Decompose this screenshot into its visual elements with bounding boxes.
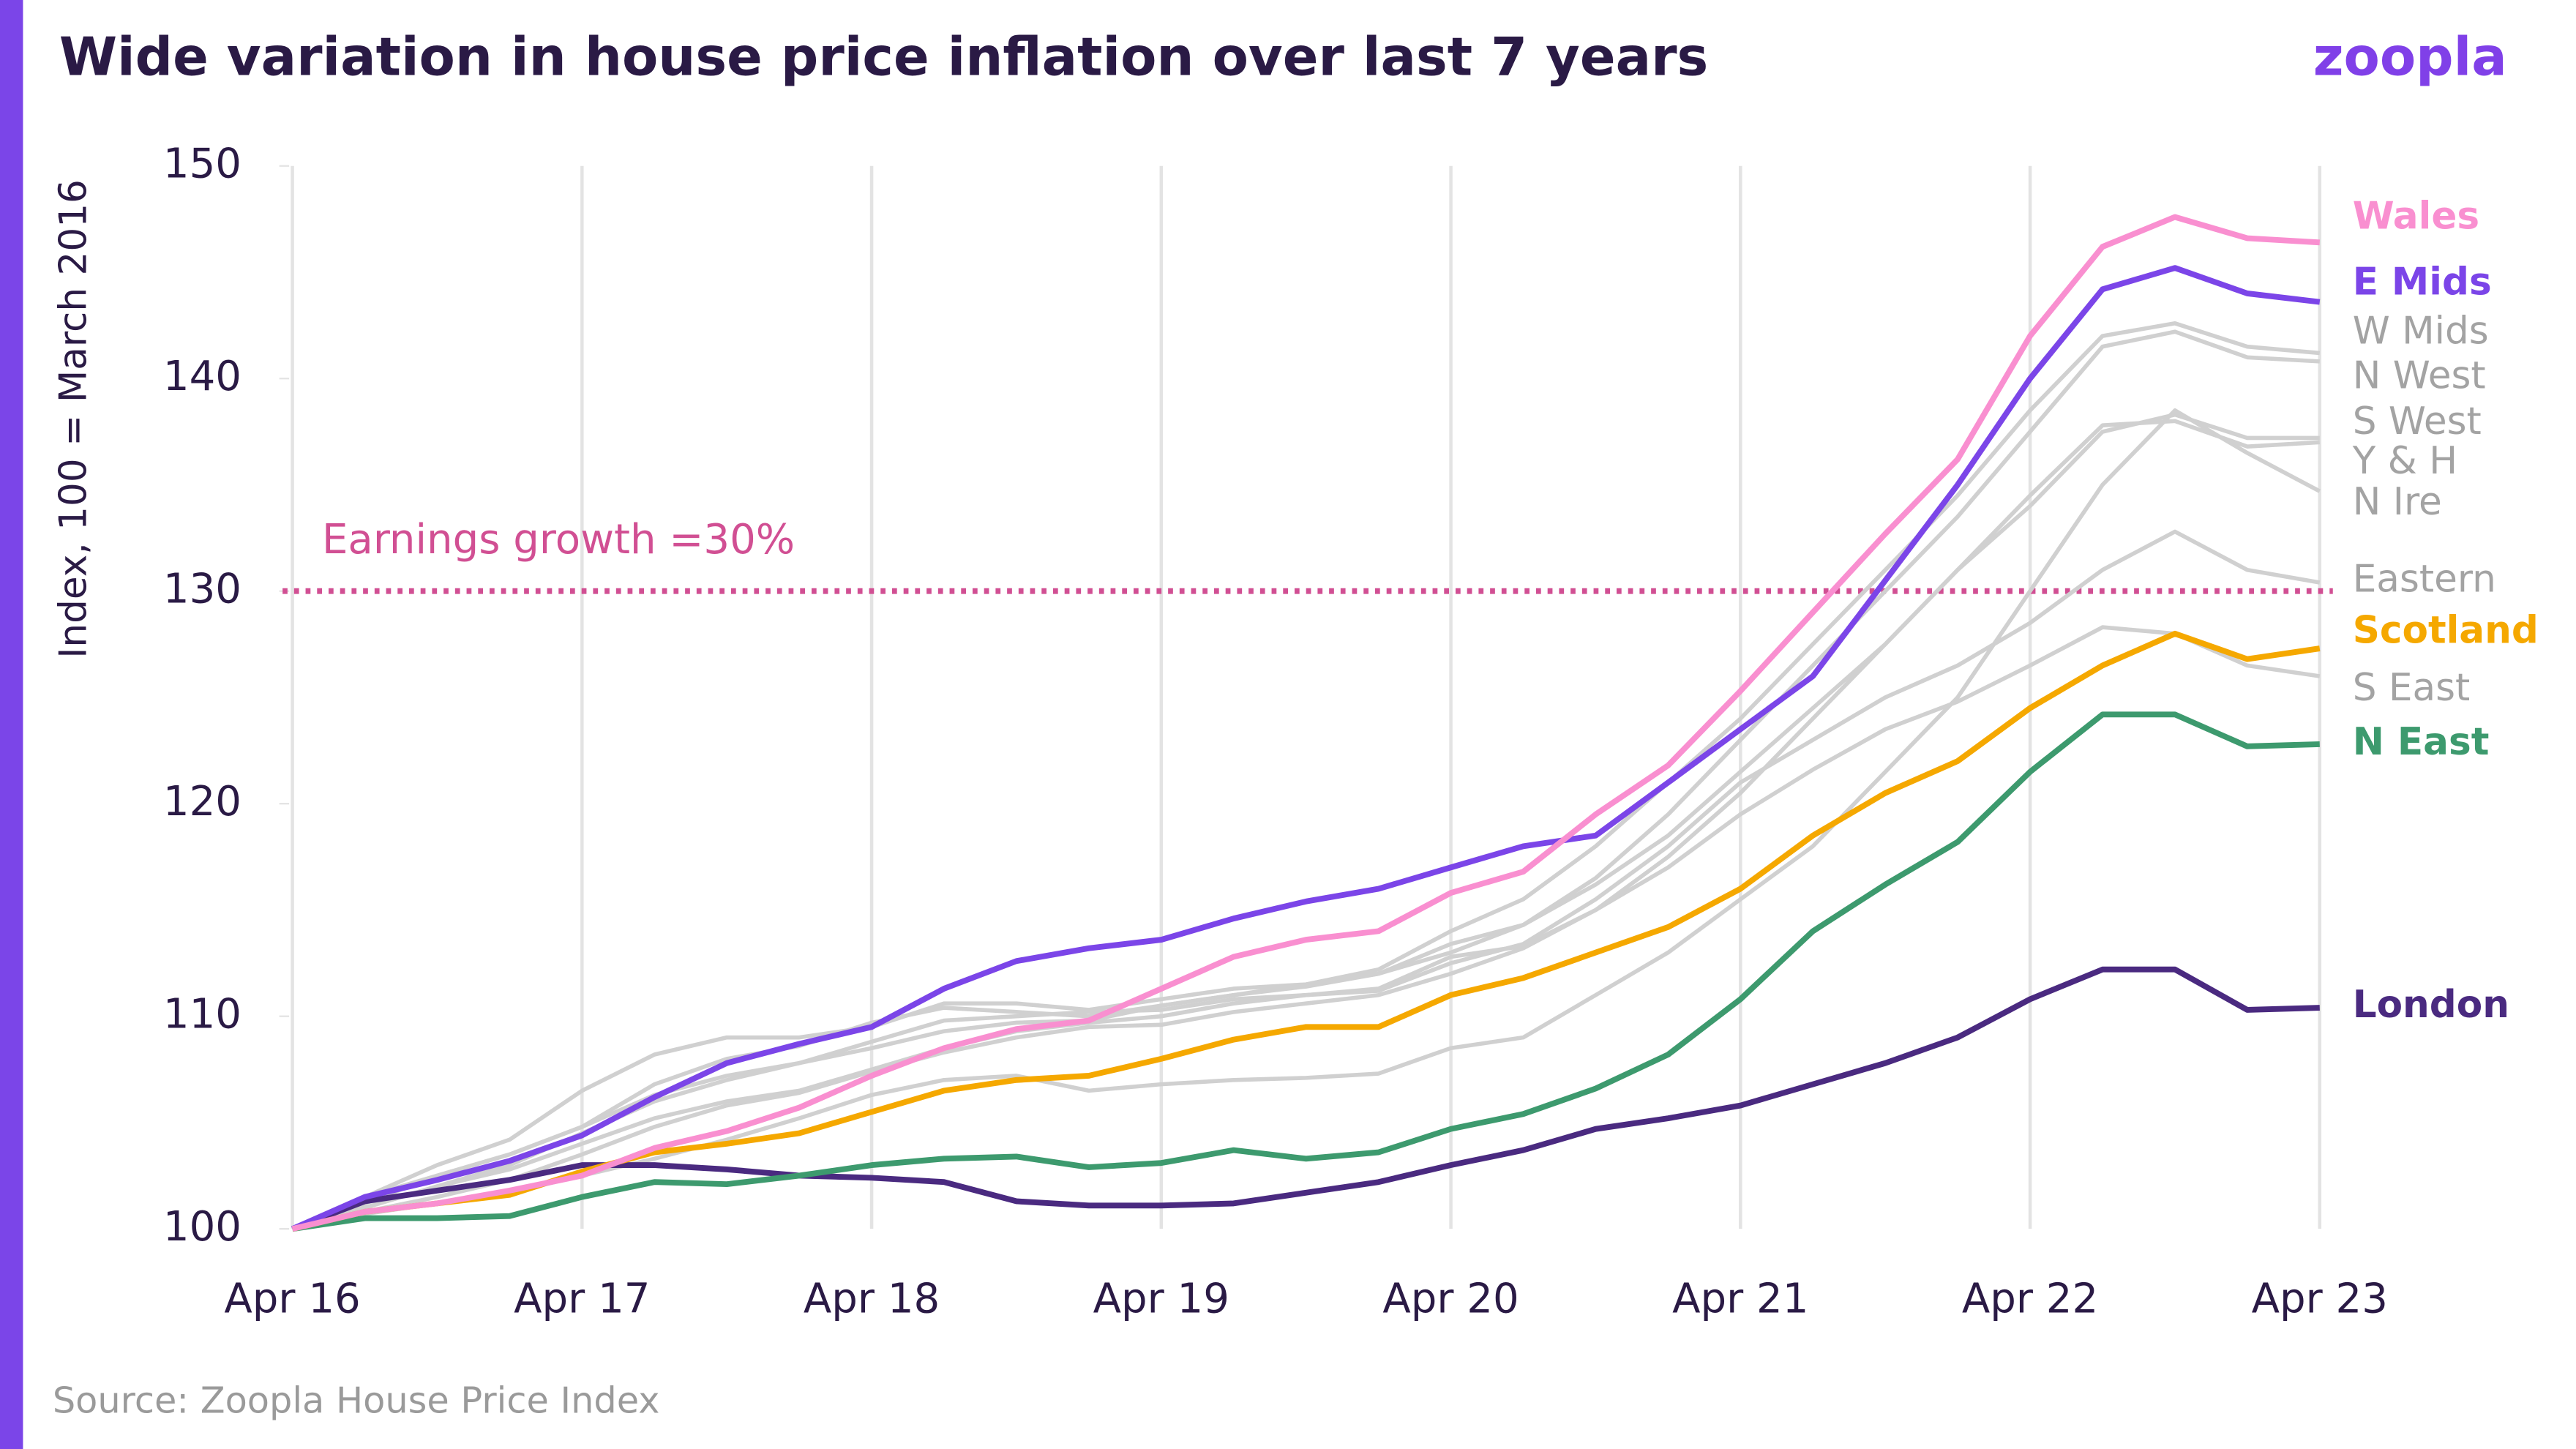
reference-label: Earnings growth =30% bbox=[322, 516, 795, 564]
series-line bbox=[292, 711, 2320, 1232]
series-line bbox=[291, 419, 2320, 1231]
x-tick-label: Apr 22 bbox=[1962, 1276, 2098, 1323]
series-label: Scotland bbox=[2353, 608, 2539, 652]
y-tick-label: 130 bbox=[163, 565, 242, 613]
series-label: Eastern bbox=[2353, 558, 2496, 602]
series-label: E Mids bbox=[2353, 260, 2492, 304]
x-tick-label: Apr 18 bbox=[804, 1276, 940, 1323]
series-label: London bbox=[2353, 983, 2509, 1027]
y-tick-label: 100 bbox=[163, 1203, 242, 1251]
series-label: Y & H bbox=[2352, 439, 2457, 483]
series-label: S West bbox=[2353, 400, 2482, 443]
y-tick-label: 140 bbox=[163, 353, 242, 400]
series-label: N East bbox=[2353, 720, 2490, 764]
side-bar bbox=[0, 0, 23, 1449]
series-label: N Ire bbox=[2353, 480, 2442, 524]
series-line bbox=[291, 329, 2320, 1231]
series-line bbox=[291, 625, 2321, 1231]
x-tick-label: Apr 16 bbox=[224, 1276, 360, 1323]
y-axis-label: Index, 100 = March 2016 bbox=[51, 179, 95, 659]
series-line bbox=[291, 265, 2321, 1232]
series-line bbox=[291, 214, 2321, 1232]
series-label: W Mids bbox=[2353, 310, 2489, 353]
series-label: Wales bbox=[2353, 195, 2479, 239]
brand-logo: zoopla bbox=[2313, 26, 2507, 88]
series-line bbox=[291, 321, 2321, 1231]
series-line bbox=[291, 529, 2321, 1231]
x-tick-label: Apr 20 bbox=[1382, 1276, 1519, 1323]
y-tick-label: 120 bbox=[163, 778, 242, 825]
series-label: S East bbox=[2353, 666, 2471, 710]
series-line bbox=[291, 966, 2320, 1232]
series-line bbox=[291, 412, 2320, 1231]
chart-title: Wide variation in house price inflation … bbox=[59, 26, 1708, 88]
series-label: N West bbox=[2353, 353, 2486, 397]
y-tick-label: 150 bbox=[163, 140, 242, 187]
y-tick-label: 110 bbox=[163, 990, 242, 1038]
source-note: Source: Zoopla House Price Index bbox=[53, 1379, 660, 1422]
x-tick-label: Apr 23 bbox=[2252, 1276, 2388, 1323]
x-tick-label: Apr 19 bbox=[1093, 1276, 1229, 1323]
x-tick-label: Apr 17 bbox=[514, 1276, 650, 1323]
x-tick-label: Apr 21 bbox=[1672, 1276, 1808, 1323]
